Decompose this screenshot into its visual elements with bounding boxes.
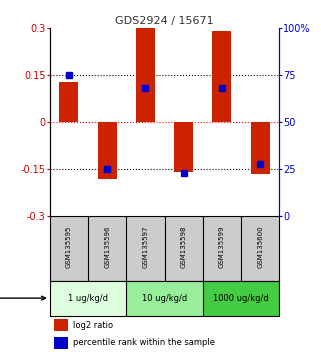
Text: log2 ratio: log2 ratio — [73, 321, 113, 330]
Bar — [50, 216, 88, 281]
Bar — [203, 281, 279, 315]
Bar — [164, 216, 203, 281]
Bar — [59, 81, 78, 122]
Text: GSM135597: GSM135597 — [143, 226, 148, 268]
Text: 10 ug/kg/d: 10 ug/kg/d — [142, 293, 187, 303]
Title: GDS2924 / 15671: GDS2924 / 15671 — [115, 16, 214, 26]
Text: GSM135596: GSM135596 — [104, 226, 110, 268]
Bar — [98, 122, 117, 179]
Bar — [54, 319, 68, 331]
Bar — [203, 216, 241, 281]
Text: 1 ug/kg/d: 1 ug/kg/d — [68, 293, 108, 303]
Text: GSM135595: GSM135595 — [66, 226, 72, 268]
Text: dose: dose — [0, 293, 45, 303]
Bar — [241, 216, 279, 281]
Bar — [251, 122, 270, 174]
Bar — [54, 337, 68, 349]
Bar — [126, 281, 203, 315]
Text: percentile rank within the sample: percentile rank within the sample — [73, 338, 215, 347]
Bar — [126, 216, 164, 281]
Bar — [50, 281, 126, 315]
Text: 1000 ug/kg/d: 1000 ug/kg/d — [213, 293, 269, 303]
Text: GSM135599: GSM135599 — [219, 226, 225, 268]
Text: GSM135600: GSM135600 — [257, 226, 263, 268]
Bar — [174, 122, 193, 172]
Bar — [88, 216, 126, 281]
Text: GSM135598: GSM135598 — [181, 226, 187, 268]
Bar — [212, 32, 231, 122]
Bar — [136, 28, 155, 122]
